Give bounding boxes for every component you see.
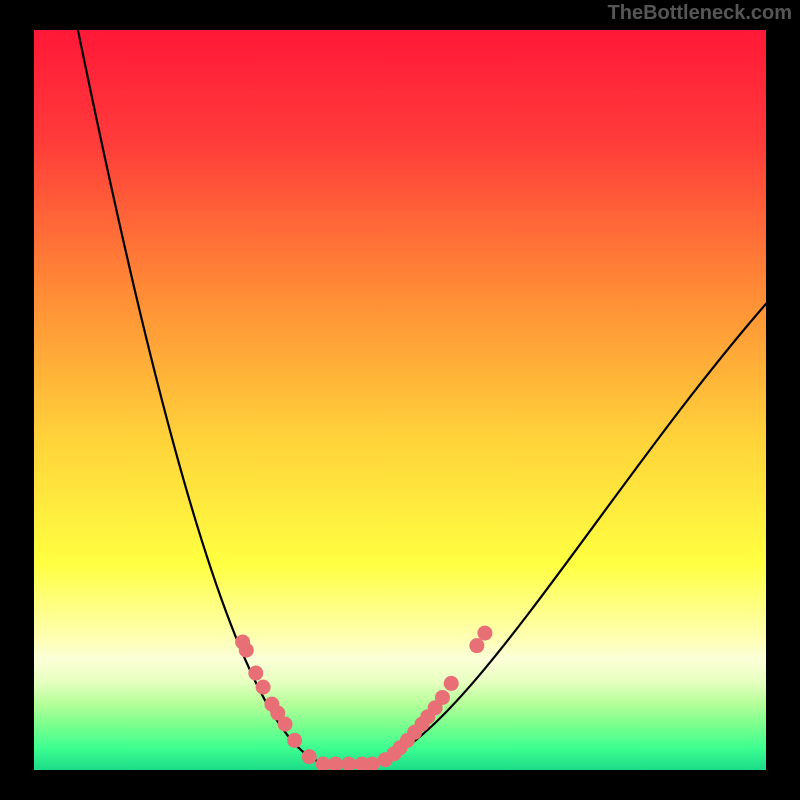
data-marker [365, 757, 380, 772]
chart-stage: TheBottleneck.com [0, 0, 800, 800]
data-marker [328, 757, 343, 772]
data-marker [469, 638, 484, 653]
data-marker [239, 643, 254, 658]
data-marker [248, 666, 263, 681]
data-marker [256, 680, 271, 695]
data-marker [278, 717, 293, 732]
data-marker [444, 676, 459, 691]
data-marker [302, 749, 317, 764]
plot-area [34, 30, 766, 770]
watermark-text: TheBottleneck.com [608, 2, 792, 25]
data-marker [341, 757, 356, 772]
bottleneck-curve-chart [0, 0, 800, 800]
data-marker [477, 626, 492, 641]
data-marker [435, 690, 450, 705]
data-marker [287, 733, 302, 748]
